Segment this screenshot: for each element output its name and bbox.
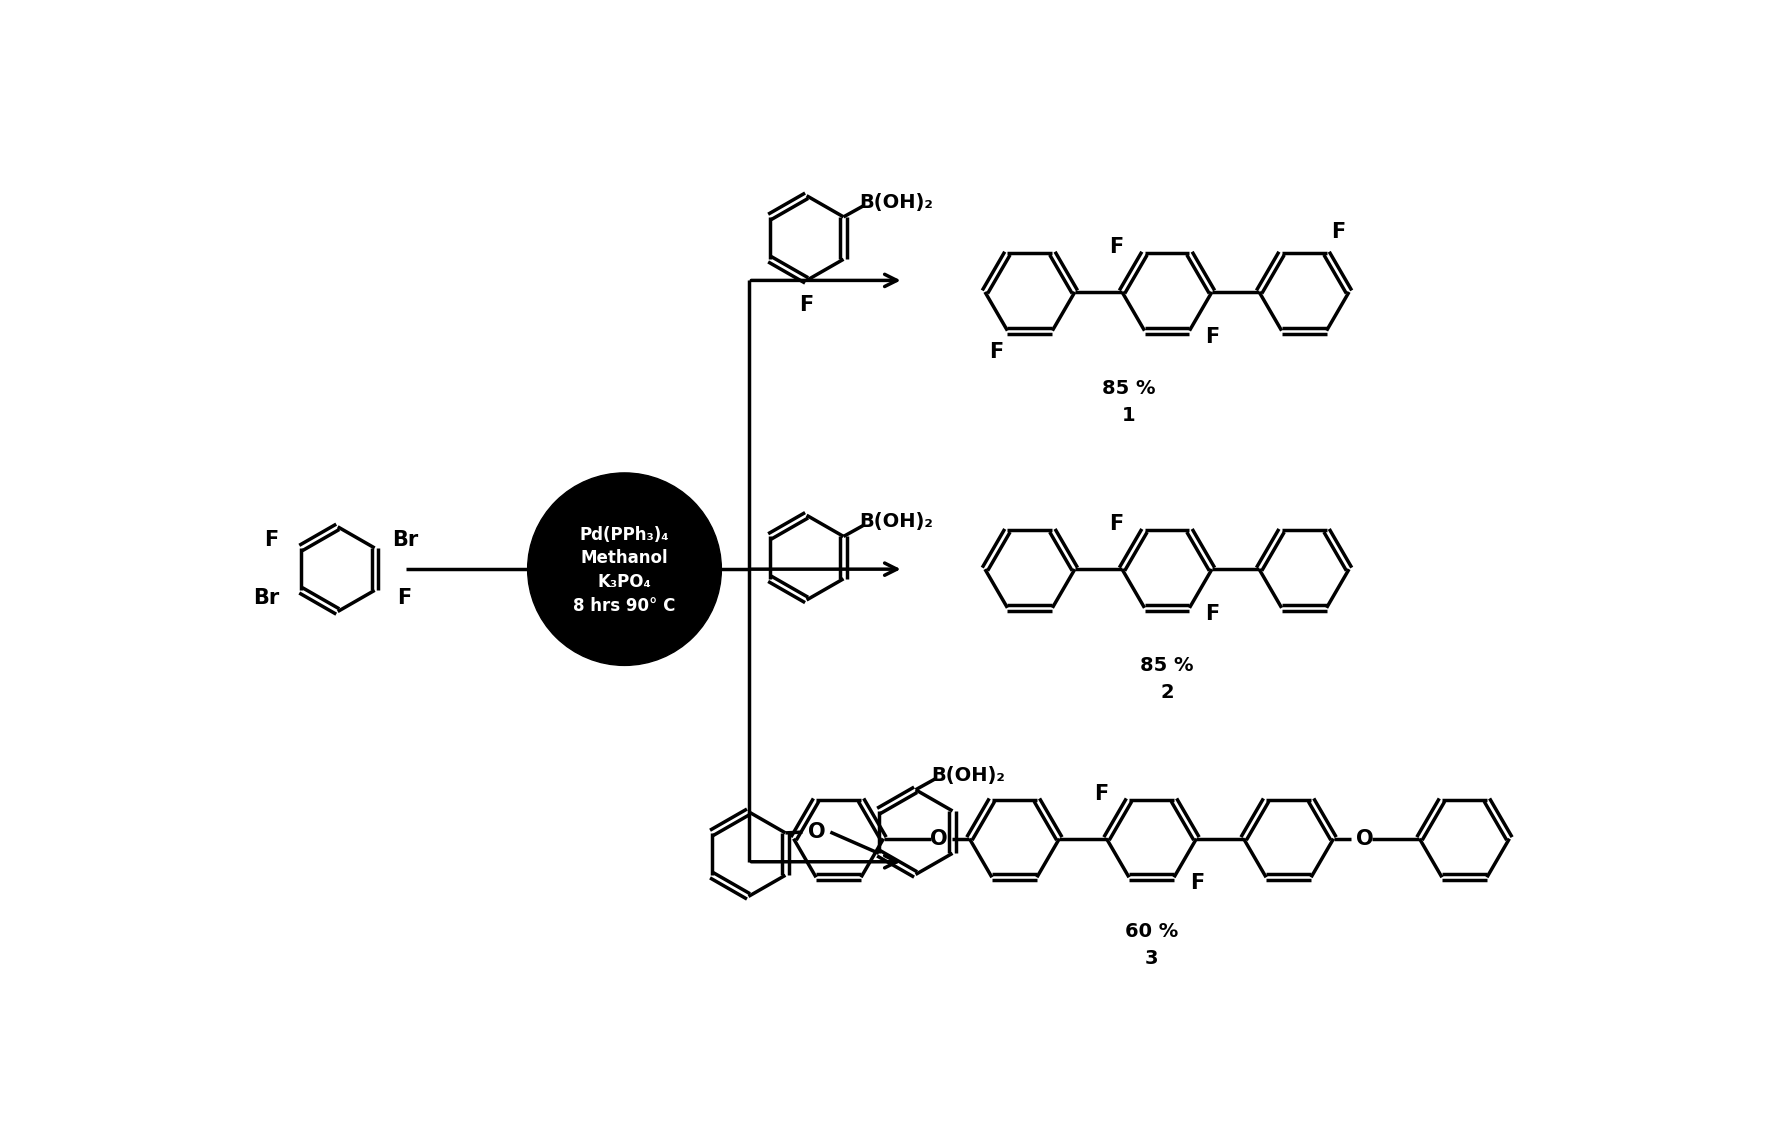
Text: F: F — [1191, 873, 1205, 894]
Text: F: F — [1093, 783, 1108, 804]
Text: Br: Br — [393, 531, 418, 551]
Text: Methanol: Methanol — [581, 550, 668, 568]
Text: F: F — [397, 588, 411, 608]
Text: F: F — [1109, 237, 1123, 257]
Text: O: O — [1356, 828, 1373, 849]
Text: K₃PO₄: K₃PO₄ — [597, 573, 652, 591]
Text: O: O — [930, 828, 948, 849]
Text: 1: 1 — [1122, 406, 1136, 425]
Text: B(OH)₂: B(OH)₂ — [859, 192, 934, 211]
Circle shape — [528, 473, 721, 665]
Text: 85 %: 85 % — [1139, 656, 1194, 674]
Text: 2: 2 — [1161, 683, 1173, 701]
Text: F: F — [1331, 221, 1345, 242]
Text: F: F — [1205, 604, 1219, 624]
Text: F: F — [799, 296, 813, 315]
Text: F: F — [989, 342, 1003, 362]
Text: F: F — [1205, 327, 1219, 347]
Text: Br: Br — [253, 588, 278, 608]
Text: F: F — [1109, 515, 1123, 534]
Text: F: F — [264, 531, 278, 551]
Text: B(OH)₂: B(OH)₂ — [859, 513, 934, 532]
Text: B(OH)₂: B(OH)₂ — [932, 765, 1005, 785]
Text: 85 %: 85 % — [1102, 379, 1155, 398]
Text: 60 %: 60 % — [1125, 922, 1178, 941]
Text: 3: 3 — [1145, 949, 1159, 968]
Text: Pd(PPh₃)₄: Pd(PPh₃)₄ — [579, 526, 670, 544]
Text: 8 hrs 90° C: 8 hrs 90° C — [574, 597, 675, 615]
Text: O: O — [808, 822, 826, 842]
